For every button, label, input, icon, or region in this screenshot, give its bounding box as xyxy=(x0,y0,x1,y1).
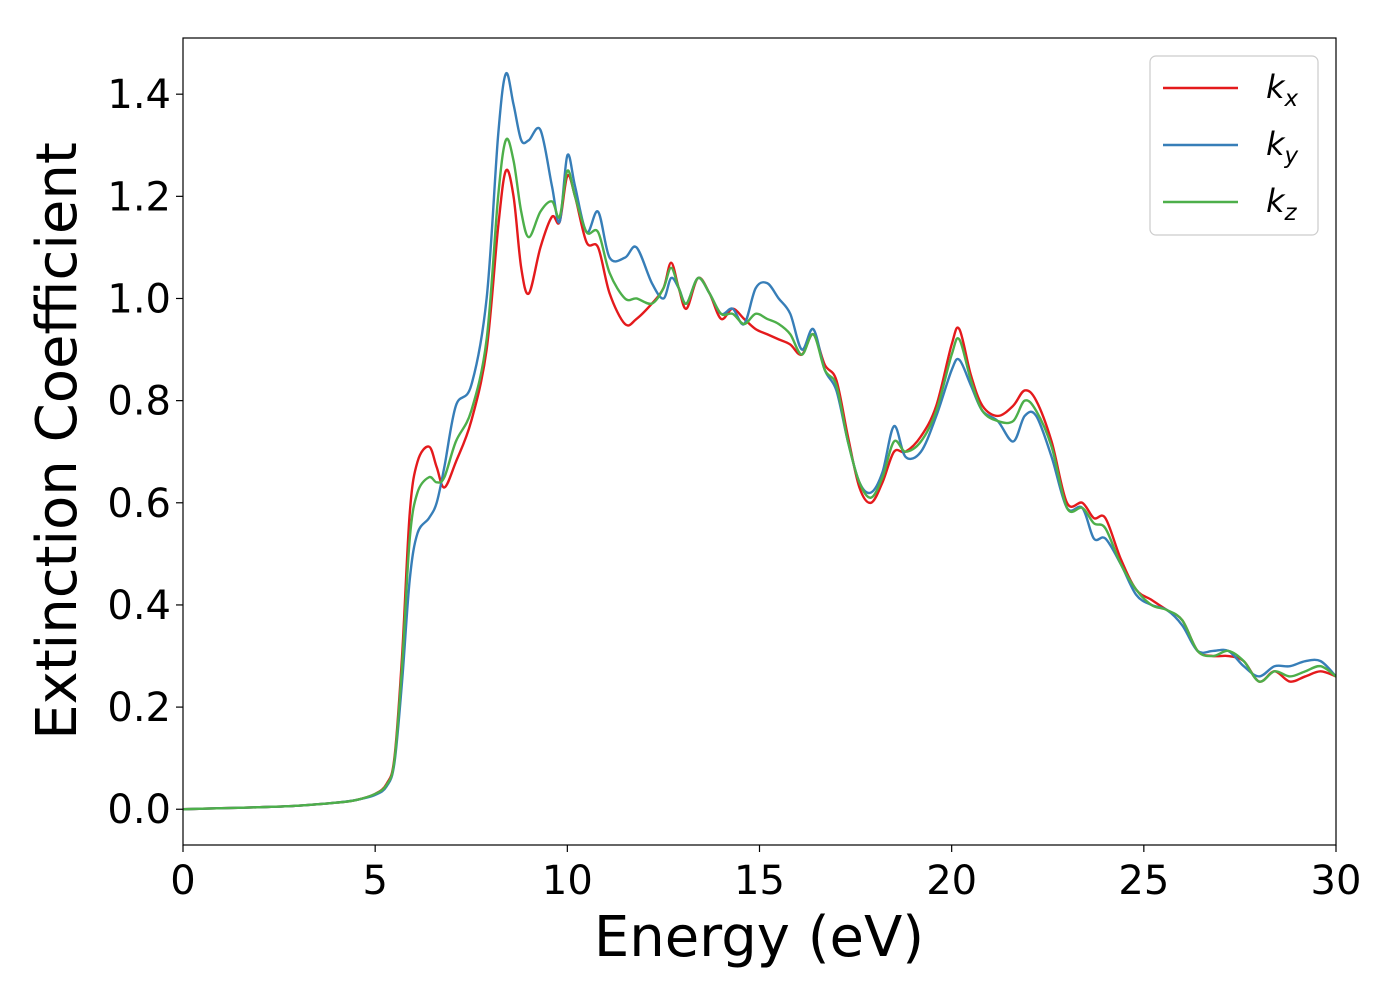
plot-lines xyxy=(183,71,1336,811)
legend-label-subscript: z xyxy=(1284,200,1298,226)
y-tick-label: 0.8 xyxy=(107,379,171,425)
x-tick-label: 20 xyxy=(926,858,977,904)
legend-label-z: kz xyxy=(1266,182,1298,226)
legend-label-base: k xyxy=(1266,182,1286,220)
legend-label-x: kx xyxy=(1266,68,1299,112)
axes: 0 5 10 15 20 25 30 0.0 0.2 0.4 0.6 0.8 1.0 1.2 1.4 xyxy=(107,37,1362,904)
y-tick-label: 0.4 xyxy=(107,583,171,629)
legend-label-y: ky xyxy=(1266,125,1299,169)
y-tick-label: 1.0 xyxy=(107,276,171,322)
series-line-z xyxy=(183,137,1336,811)
y-axis-title: Extinction Coefficient xyxy=(25,142,90,740)
y-tick-label: 0.2 xyxy=(107,685,171,731)
x-tick-label: 30 xyxy=(1311,858,1362,904)
x-tick-label: 25 xyxy=(1118,858,1169,904)
x-tick-label: 5 xyxy=(362,858,387,904)
y-tick-label: 0.0 xyxy=(107,787,171,833)
legend-label-base: k xyxy=(1266,125,1286,163)
x-tick-label: 0 xyxy=(170,858,195,904)
y-tick-label: 1.4 xyxy=(107,72,171,118)
legend-label-subscript: y xyxy=(1284,143,1299,169)
x-axis-title: Energy (eV) xyxy=(594,905,924,970)
x-tick-label: 15 xyxy=(734,858,785,904)
y-tick-label: 1.2 xyxy=(107,174,171,220)
legend-label-base: k xyxy=(1266,68,1286,106)
x-tick-label: 10 xyxy=(542,858,593,904)
series-line-y xyxy=(183,71,1336,811)
y-tick-label: 0.6 xyxy=(107,481,171,527)
legend-label-subscript: x xyxy=(1284,86,1299,112)
